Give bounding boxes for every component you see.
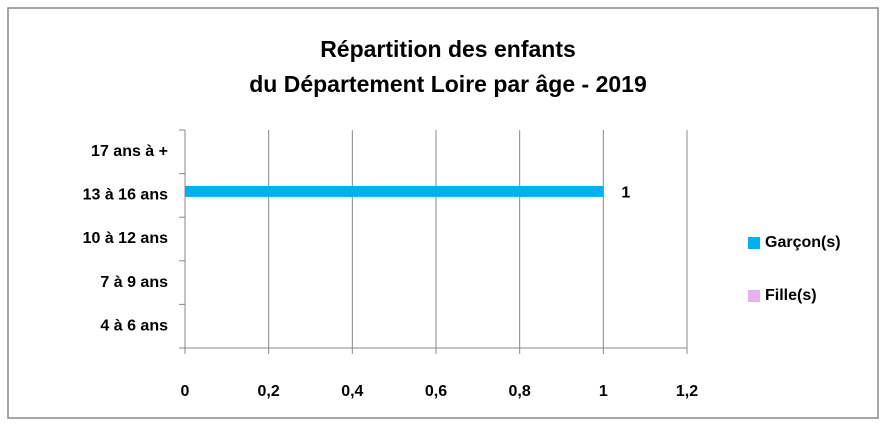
x-tick-label: 1,2 <box>676 383 698 400</box>
chart-frame <box>7 7 879 419</box>
x-tick-label: 0 <box>181 383 190 400</box>
y-tick-label: 4 à 6 ans <box>100 317 168 334</box>
x-tick-label: 0,8 <box>509 383 531 400</box>
legend-swatch <box>748 237 760 249</box>
bar <box>185 185 604 197</box>
y-tick-label: 17 ans à + <box>91 143 168 160</box>
chart-title: du Département Loire par âge - 2019 <box>249 71 647 97</box>
x-tick-label: 0,4 <box>341 383 363 400</box>
x-tick-label: 0,2 <box>258 383 280 400</box>
legend-label: Fille(s) <box>765 287 817 304</box>
y-tick-label: 10 à 12 ans <box>83 230 169 247</box>
x-tick-label: 0,6 <box>425 383 447 400</box>
x-tick-label: 1 <box>599 383 608 400</box>
legend-swatch <box>748 290 760 302</box>
data-label: 1 <box>621 185 630 202</box>
chart-title: Répartition des enfants <box>320 36 576 62</box>
y-tick-label: 13 à 16 ans <box>83 187 169 204</box>
y-tick-label: 7 à 9 ans <box>100 274 168 291</box>
legend-label: Garçon(s) <box>765 234 841 251</box>
